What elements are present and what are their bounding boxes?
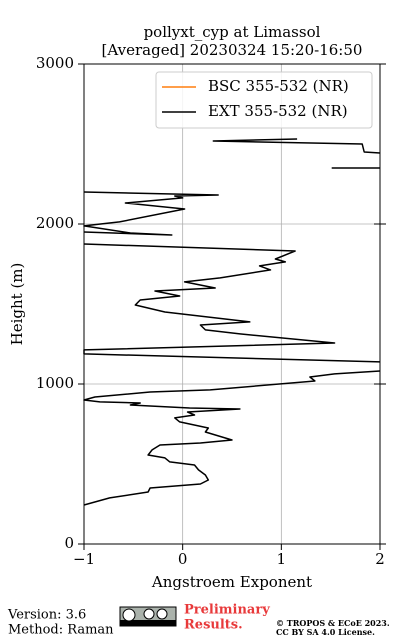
y-tick-label: 0 (64, 534, 74, 552)
chart-subtitle: [Averaged] 20230324 15:20-16:50 (102, 41, 363, 59)
copyright: © TROPOS & ECoE 2023. (276, 618, 390, 628)
x-axis-label: Angstroem Exponent (151, 573, 312, 591)
y-tick-label: 1000 (36, 374, 74, 392)
x-tick-label: 2 (375, 550, 385, 568)
method: Method: Raman (8, 623, 114, 638)
legend-label: EXT 355-532 (NR) (208, 102, 348, 120)
chart-title: pollyxt_cyp at Limassol (144, 23, 321, 41)
x-tick-label: −1 (73, 550, 95, 568)
legend: BSC 355-532 (NR) EXT 355-532 (NR) (155, 71, 373, 129)
legend-label: BSC 355-532 (NR) (208, 77, 349, 95)
x-tick-label: 0 (178, 550, 188, 568)
x-tick-label: 1 (277, 550, 287, 568)
profile-line (83, 138, 381, 506)
status: Preliminary (184, 603, 270, 618)
status: Results. (184, 618, 243, 633)
version: Version: 3.6 (7, 608, 86, 623)
cc-logo (119, 606, 177, 627)
plot-area (78, 63, 386, 550)
y-axis-label: Height (m) (8, 263, 26, 346)
y-tick-label: 3000 (36, 54, 74, 72)
legend-box (155, 71, 373, 129)
axes-frame (83, 63, 381, 545)
y-tick-label: 2000 (36, 214, 74, 232)
copyright: CC BY SA 4.0 License. (276, 627, 375, 637)
